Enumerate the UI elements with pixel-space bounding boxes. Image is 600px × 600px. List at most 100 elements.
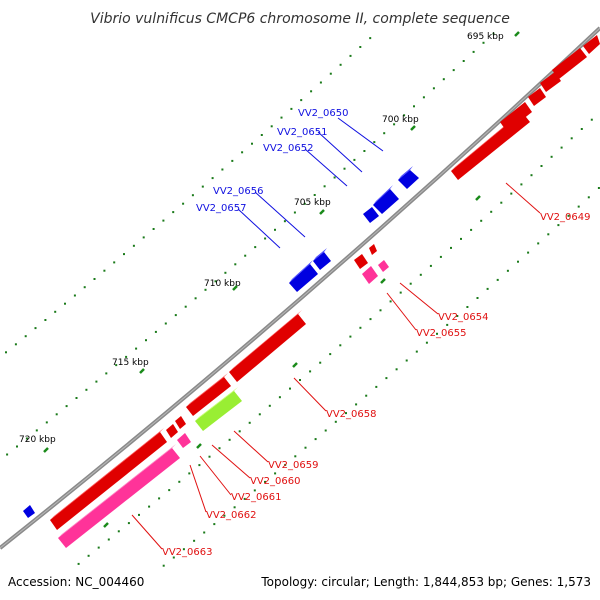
tick-dot (253, 489, 256, 492)
tick-dot (359, 46, 362, 48)
tick-dot (355, 403, 358, 406)
tick-dot (243, 497, 246, 500)
gene-red-long-lower[interactable] (50, 428, 167, 530)
gene-red-cluster-ne[interactable] (500, 35, 600, 132)
gene-VV2_0652-arrow[interactable] (363, 207, 379, 223)
tick-dot (228, 438, 231, 441)
label-VV2_0654[interactable]: VV2_0654 (438, 312, 489, 323)
tick-dot (260, 134, 263, 136)
tick-dot (547, 233, 550, 236)
label-VV2_0661[interactable]: VV2_0661 (231, 492, 282, 503)
tick-dot (107, 538, 110, 541)
tick-dot (103, 269, 106, 272)
gene-VV2_0658-arrow[interactable] (229, 310, 306, 382)
tick-dot (300, 99, 303, 102)
gene-VV2_0651-arrow[interactable] (373, 185, 399, 214)
gene-VV2_0657-arrow[interactable] (289, 260, 318, 292)
label-VV2_0663[interactable]: VV2_0663 (162, 547, 213, 558)
tick-dot (334, 420, 337, 423)
tick-dot (24, 335, 27, 338)
tick-label-715: 715 kbp (112, 358, 149, 368)
tick-dot (490, 210, 493, 213)
tick-dot (158, 497, 161, 500)
tick-dot (343, 167, 346, 170)
label-VV2_0659[interactable]: VV2_0659 (268, 460, 319, 471)
label-VV2_0658[interactable]: VV2_0658 (326, 409, 377, 420)
tick-dot (415, 350, 418, 353)
chromosome-backbone (0, 26, 600, 550)
tick-dot (570, 137, 573, 140)
gene-VV2_0659-arrow[interactable] (195, 387, 242, 431)
tick-dot (145, 339, 147, 342)
accession-text: Accession: NC_004460 (8, 575, 144, 589)
tick-dot (520, 183, 523, 186)
tick-dot (590, 118, 593, 121)
tick-dot (162, 219, 165, 222)
tick-dot (500, 201, 503, 204)
tick-dot (184, 305, 187, 308)
gene-features (23, 35, 600, 548)
tick-dot (492, 32, 495, 35)
tick-label-695: 695 kbp (467, 32, 504, 42)
tick-dot (345, 412, 347, 415)
tick-dot (527, 251, 530, 254)
tick-dot (138, 513, 140, 516)
tick-dot (193, 539, 196, 542)
genome-summary-text: Topology: circular; Length: 1,844,853 bp… (260, 575, 591, 589)
tick-dot (393, 123, 396, 126)
tick-dot (506, 269, 509, 272)
gene-blue-lower-left[interactable] (23, 505, 35, 518)
tick-dot (221, 168, 224, 171)
label-VV2_0649[interactable]: VV2_0649 (540, 212, 591, 223)
label-VV2_0662[interactable]: VV2_0662 (206, 510, 257, 521)
tick-dot (45, 421, 48, 424)
tick-dot (25, 437, 28, 440)
label-VV2_0650[interactable]: VV2_0650 (298, 108, 349, 119)
tick-dot (537, 242, 540, 245)
tick-dot (456, 315, 459, 317)
tick-dot (54, 310, 57, 313)
tick-dot (95, 380, 98, 383)
tick-dot (188, 472, 191, 475)
tick-dot (309, 370, 312, 373)
tick-dot (353, 158, 356, 161)
tick-dot (77, 562, 80, 565)
tick-dot (241, 151, 244, 154)
tick-dot (251, 142, 253, 145)
tick-dot (154, 330, 157, 333)
tick-dot (125, 355, 128, 358)
tick-dot (436, 332, 438, 335)
tick-dot (472, 50, 475, 53)
tick-dot (333, 176, 336, 179)
tick-dot (258, 413, 261, 416)
tick-dot (460, 237, 462, 240)
tick-dot (369, 318, 372, 321)
tick-dot (540, 165, 543, 167)
label-VV2_0651[interactable]: VV2_0651 (277, 127, 328, 138)
tick-dot (142, 236, 145, 239)
gene-VV2_0650-arrow[interactable] (398, 166, 419, 189)
gene-VV2_0656-arrow[interactable] (313, 248, 331, 270)
label-VV2_0657[interactable]: VV2_0657 (196, 203, 247, 214)
label-VV2_0660[interactable]: VV2_0660 (250, 476, 301, 487)
tick-dot (73, 294, 76, 297)
tick-dot (496, 278, 499, 281)
label-VV2_0652[interactable]: VV2_0652 (263, 143, 314, 154)
tick-dot (383, 132, 386, 135)
tick-dot (290, 107, 293, 110)
gene-VV2_0661-arrow[interactable] (166, 416, 186, 438)
gene-VV2_0663-arrow[interactable] (58, 444, 180, 548)
gene-VV2_0662-arrow[interactable] (177, 433, 191, 448)
tick-dot (244, 254, 247, 257)
tick-dot (313, 194, 316, 196)
tick-dot (365, 394, 368, 397)
gene-VV2_0660-arrow[interactable] (186, 373, 231, 416)
tick-dot (476, 297, 479, 299)
tick-dot (379, 309, 382, 312)
tick-dot (425, 341, 428, 344)
tick-dot (470, 228, 473, 231)
gene-VV2_0654-arrow[interactable] (354, 244, 389, 272)
gene-VV2_0655-arrow[interactable] (362, 266, 378, 284)
label-VV2_0656[interactable]: VV2_0656 (213, 186, 264, 197)
label-VV2_0655[interactable]: VV2_0655 (416, 328, 467, 339)
